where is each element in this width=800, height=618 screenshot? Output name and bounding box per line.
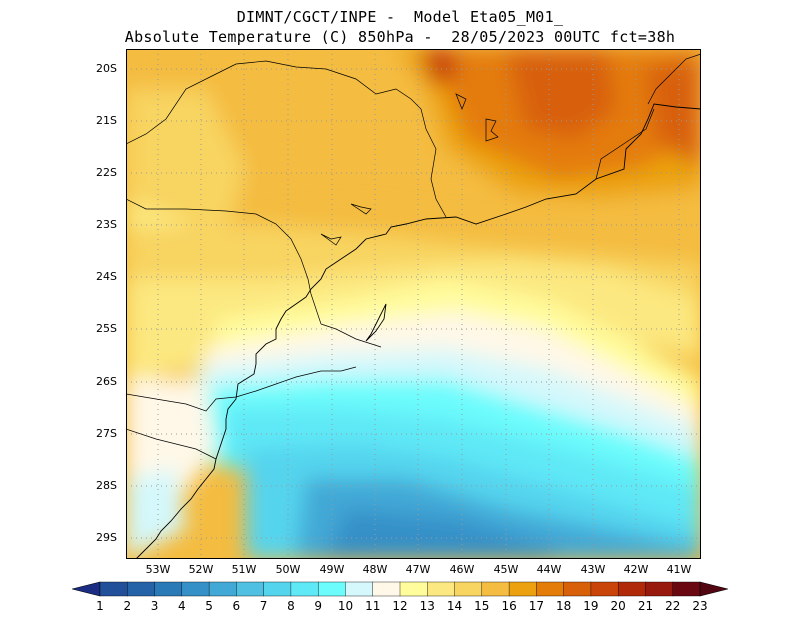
colorbar-label: 23 [692,599,708,613]
coastline [135,103,701,559]
colorbar-under-arrow [72,581,101,597]
state-borders [126,53,701,460]
colorbar-swatch [536,581,565,597]
colorbar-label: 15 [474,599,490,613]
lon-label-47w: 47W [405,563,431,576]
lon-label-51w: 51W [231,563,257,576]
colorbar-swatch [672,581,701,597]
colorbar-label: 18 [555,599,572,613]
lat-label-20s: 20S [96,62,117,75]
band-temp-18b [646,59,701,169]
colorbar-swatch [263,581,292,597]
lon-label-42w: 42W [623,563,649,576]
band-temp-11 [206,311,701,439]
colorbar-swatch [290,581,319,597]
band-temp-8 [226,409,701,539]
lon-label-41w: 41W [666,563,692,576]
colorbar-swatch [127,581,156,597]
colorbar-label: 17 [528,599,544,613]
lat-label-22s: 22S [96,166,117,179]
chart-subtitle: Absolute Temperature (C) 850hPa - 28/05/… [124,28,676,46]
map-canvas [126,49,701,559]
colorbar-label: 10 [337,599,354,613]
lat-label-29s: 29S [96,531,117,544]
colorbar-swatch [345,581,374,597]
lat-label-24s: 24S [96,270,117,283]
colorbar-label: 1 [96,599,104,613]
colorbar-swatch [590,581,619,597]
colorbar-label: 6 [232,599,241,613]
colorbar-swatch [563,581,592,597]
colorbar-swatch [481,581,510,597]
colorbar-label: 4 [177,599,186,613]
colorbar-over-arrow [699,581,728,597]
lon-label-53w: 53W [145,563,171,576]
band-temp-10 [196,349,701,469]
colorbar-swatch [236,581,265,597]
colorbar-swatch [372,581,401,597]
colorbar-swatch [208,581,237,597]
colorbar-label: 8 [287,599,295,613]
band-temp-18 [506,49,616,139]
lat-label-21s: 21S [96,114,117,127]
lon-label-46w: 46W [449,563,475,576]
band-temp-5 [326,509,556,559]
map-border [126,49,701,559]
colorbar-swatch [427,581,456,597]
lon-label-45w: 45W [493,563,519,576]
colorbar-label: 12 [392,599,408,613]
lat-label-23s: 23S [96,218,117,231]
colorbar-swatch [508,581,537,597]
band-temp-10-west [126,469,186,559]
lat-label-25s: 25S [96,322,117,335]
lon-label-44w: 44W [536,563,562,576]
colorbar-swatch [617,581,646,597]
colorbar-swatch [645,581,674,597]
colorbar-swatch [454,581,483,597]
grid-lines [126,49,701,559]
colorbar-swatch [181,581,210,597]
colorbar-swatch [99,581,128,597]
colorbar-label: 5 [205,599,213,613]
temperature-map [126,49,701,559]
colorbar-label: 9 [314,599,322,613]
lon-label-52w: 52W [188,563,214,576]
chart-title: DIMNT/CGCT/INPE - Model Eta05_M01_ [236,8,564,26]
lat-label-27s: 27S [96,427,117,440]
lon-label-50w: 50W [275,563,301,576]
lon-label-43w: 43W [580,563,606,576]
colorbar-label: 19 [583,599,599,613]
lon-label-48w: 48W [362,563,388,576]
colorbar-swatch [399,581,428,597]
band-temp-19 [421,49,456,84]
colorbar-label: 2 [123,599,132,613]
colorbar-swatch [317,581,346,597]
colorbar-label: 3 [150,599,159,613]
colorbar-label: 21 [637,599,654,613]
lon-label-49w: 49W [319,563,345,576]
lat-label-28s: 28S [96,479,117,492]
colorbar [72,581,728,597]
colorbar-label: 22 [665,599,681,613]
colorbar-swatch [154,581,183,597]
colorbar-label: 7 [259,599,268,613]
lat-label-26s: 26S [96,375,117,388]
colorbar-label: 20 [610,599,626,613]
colorbar-label: 11 [365,599,381,613]
colorbar-label: 13 [419,599,435,613]
colorbar-label: 16 [501,599,517,613]
colorbar-label: 14 [446,599,463,613]
